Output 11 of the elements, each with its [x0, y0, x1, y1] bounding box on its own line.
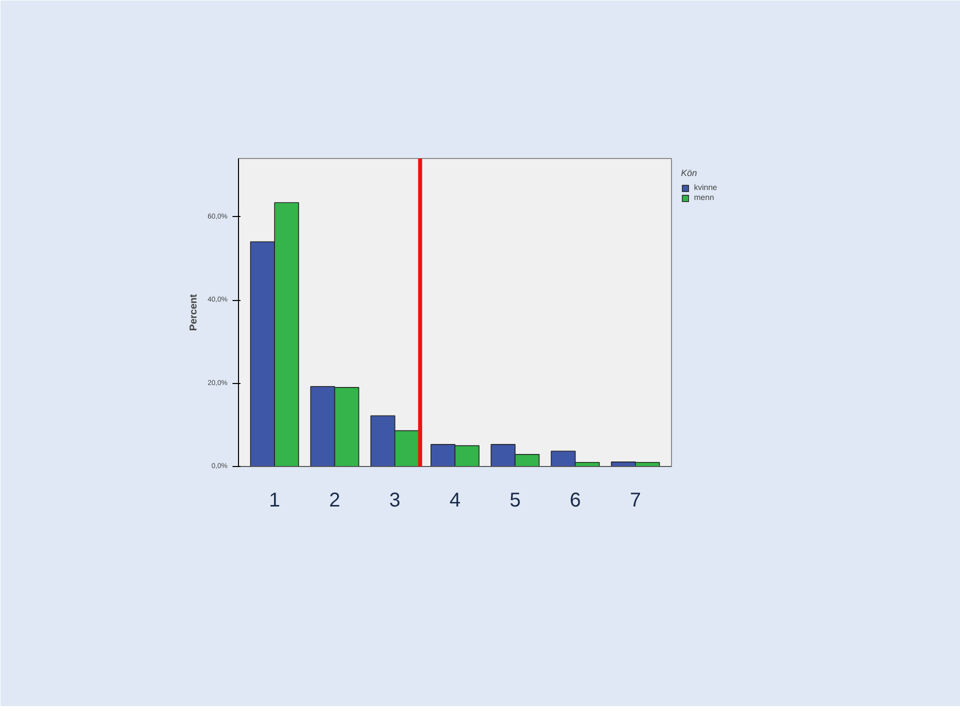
legend-title: Kön [681, 168, 698, 178]
x-tick-label: 6 [570, 490, 581, 512]
x-tick-label: 2 [329, 490, 340, 512]
x-tick-label: 3 [389, 490, 400, 512]
x-tick-label: 7 [630, 490, 641, 512]
legend-label: menn [694, 193, 714, 202]
x-tick-label: 4 [449, 490, 461, 512]
legend-label: kvinne [694, 183, 718, 192]
x-tick-label: 1 [269, 490, 280, 512]
x-tick-label: 5 [510, 490, 521, 512]
y-axis-title: Percent [188, 293, 200, 331]
